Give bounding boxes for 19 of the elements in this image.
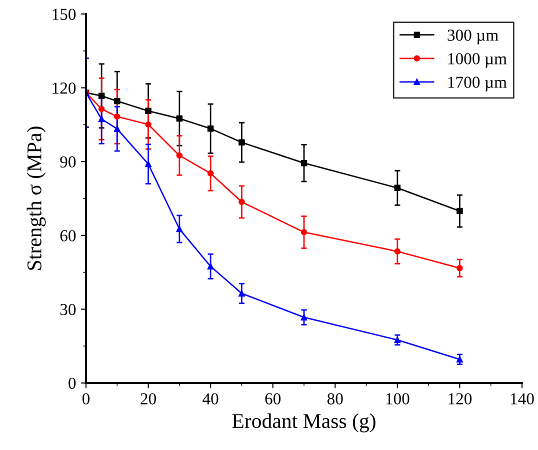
- y-tick-label: 30: [60, 304, 76, 316]
- y-tick-label: 90: [60, 156, 76, 168]
- x-tick-label: 100: [386, 393, 410, 404]
- legend-label: 300 µm: [448, 30, 498, 44]
- x-tick-label: 20: [140, 393, 156, 404]
- x-axis-title: Erodant Mass (g): [232, 413, 376, 432]
- y-tick-label: 150: [52, 8, 76, 20]
- y-tick-label: 60: [60, 230, 76, 242]
- x-tick-label: 140: [510, 393, 534, 404]
- x-tick-label: 40: [202, 393, 218, 404]
- x-tick-label: 0: [82, 393, 90, 404]
- y-tick-label: 0: [68, 378, 76, 389]
- y-axis-title: Strength σ (MPa): [26, 126, 46, 270]
- x-tick-label: 60: [265, 393, 281, 404]
- x-tick-label: 80: [327, 393, 343, 404]
- legend-label: 1700 µm: [448, 76, 507, 92]
- x-tick-label: 120: [448, 393, 472, 404]
- y-tick-label: 120: [52, 82, 76, 94]
- legend-label: 1000 µm: [448, 53, 507, 68]
